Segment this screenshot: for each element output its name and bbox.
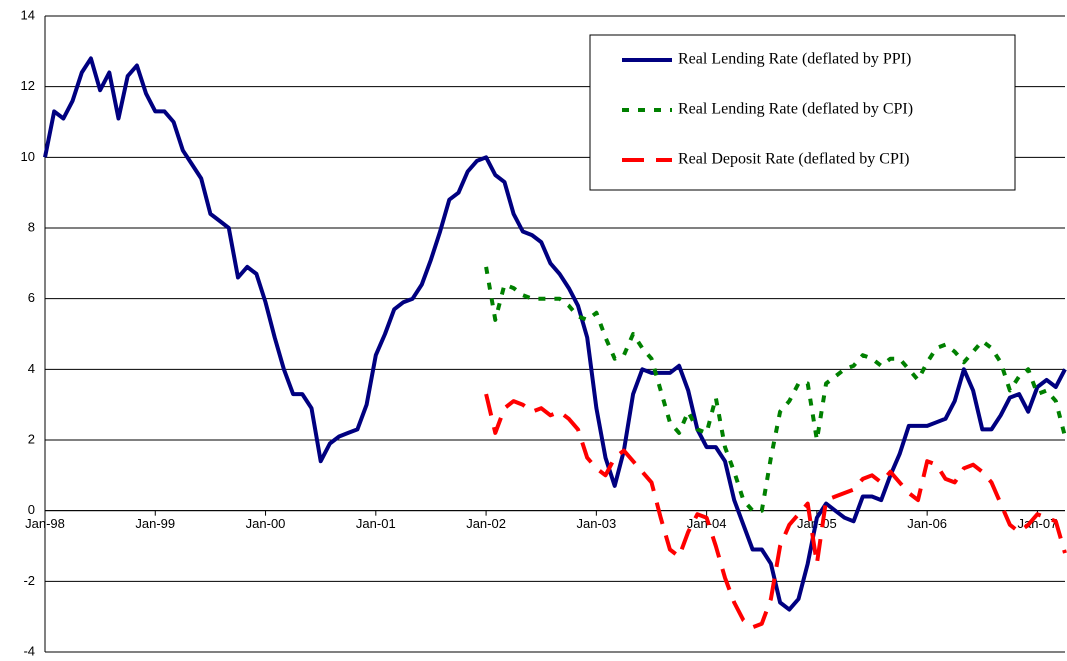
x-tick-label: Jan-02 [466,516,506,531]
series-line [484,393,1067,630]
y-tick-label: 6 [28,290,35,305]
series-line [43,56,1067,612]
series-line [484,266,1067,513]
x-tick-label: Jan-01 [356,516,396,531]
y-tick-label: -2 [23,573,35,588]
y-tick-label: 2 [28,431,35,446]
legend-label: Real Lending Rate (deflated by PPI) [678,51,911,68]
y-tick-label: 14 [21,7,35,22]
x-tick-label: Jan-06 [907,516,947,531]
y-tick-label: 0 [28,502,35,517]
y-tick-label: 12 [21,78,35,93]
x-tick-label: Jan-98 [25,516,65,531]
x-tick-label: Jan-03 [576,516,616,531]
x-tick-label: Jan-99 [135,516,175,531]
x-tick-label: Jan-07 [1018,516,1058,531]
y-tick-label: 10 [21,149,35,164]
y-tick-label: 4 [28,361,35,376]
legend-label: Real Lending Rate (deflated by CPI) [678,101,913,118]
legend-label: Real Deposit Rate (deflated by CPI) [678,151,910,168]
y-tick-label: -4 [23,643,35,658]
y-tick-label: 8 [28,219,35,234]
x-tick-label: Jan-00 [246,516,286,531]
